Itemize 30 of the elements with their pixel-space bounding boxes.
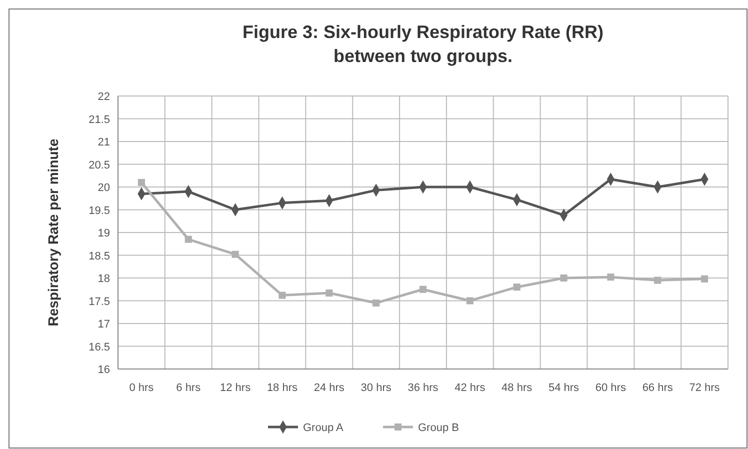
- x-tick-label: 72 hrs: [689, 382, 720, 394]
- legend-label: Group A: [303, 422, 344, 434]
- y-tick-label: 19: [98, 228, 110, 240]
- y-tick-label: 19.5: [88, 204, 110, 217]
- x-tick-label: 18 hrs: [266, 382, 298, 394]
- x-tick-label: 6 hrs: [176, 382, 202, 394]
- x-tick-label: 30 hrs: [360, 382, 392, 394]
- x-tick-label: 48 hrs: [502, 382, 533, 394]
- x-tick-label: 12 hrs: [220, 382, 252, 394]
- chart-title: Figure 3: Six-hourly Respiratory Rate (RR) between two groups.: [242, 22, 604, 66]
- y-tick-label: 16.5: [88, 341, 110, 354]
- y-tick-label: 21: [98, 136, 110, 148]
- legend-label: Group B: [418, 422, 459, 434]
- x-tick-label: 66 hrs: [642, 382, 674, 394]
- y-tick-label: 18: [98, 273, 110, 285]
- y-axis-title: Respiratory Rate per minute: [45, 138, 61, 326]
- x-tick-label: 24 hrs: [314, 382, 345, 394]
- y-tick-label: 17: [98, 318, 110, 330]
- y-tick-label: 21.5: [88, 114, 110, 126]
- y-tick-label: 18.5: [88, 250, 110, 262]
- y-tick-label: 20: [98, 182, 110, 194]
- y-tick-label: 20.5: [88, 159, 110, 172]
- x-tick-label: 42 hrs: [454, 382, 486, 394]
- x-tick-label: 0 hrs: [129, 382, 154, 394]
- x-tick-label: 36 hrs: [408, 382, 439, 394]
- x-tick-label: 60 hrs: [595, 382, 626, 394]
- x-tick-label: 54 hrs: [548, 382, 580, 394]
- y-tick-label: 22: [98, 91, 110, 103]
- y-tick-label: 16: [98, 364, 110, 376]
- y-tick-label: 17.5: [88, 296, 110, 308]
